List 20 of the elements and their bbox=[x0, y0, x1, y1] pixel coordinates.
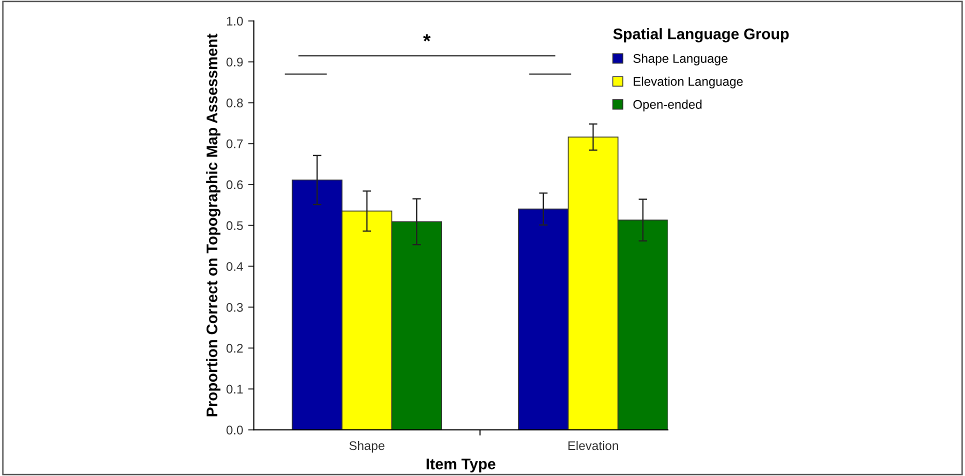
y-tick-label: 1.0 bbox=[226, 16, 243, 26]
annotation: * bbox=[423, 34, 431, 42]
y-tick-label: 0.8 bbox=[226, 98, 243, 108]
legend-label: Elevation Language bbox=[634, 76, 743, 88]
legend-title: Spatial Language Group bbox=[613, 28, 789, 42]
y-tick-label: 0.4 bbox=[226, 262, 244, 271]
y-tick-label: 0.1 bbox=[226, 384, 243, 394]
y-tick-label: 0.2 bbox=[226, 344, 243, 353]
y-tick-label: 0.5 bbox=[226, 221, 243, 230]
x-axis-title: Item Type bbox=[426, 458, 496, 472]
legend-label: Shape Language bbox=[633, 54, 728, 66]
y-tick-label: 0.6 bbox=[226, 180, 243, 190]
y-tick-label: 0.9 bbox=[226, 58, 243, 66]
legend-label: Open-ended bbox=[633, 100, 702, 112]
x-tick-label: Elevation bbox=[568, 440, 618, 450]
y-axis-title: Proportion Correct on Topographic Map Assessment bbox=[206, 34, 220, 416]
y-tick-label: 0.7 bbox=[226, 139, 243, 148]
y-tick-label: 0.3 bbox=[226, 302, 243, 312]
y-tick-label: 0.0 bbox=[226, 426, 243, 434]
x-tick-label: Shape bbox=[349, 440, 384, 453]
